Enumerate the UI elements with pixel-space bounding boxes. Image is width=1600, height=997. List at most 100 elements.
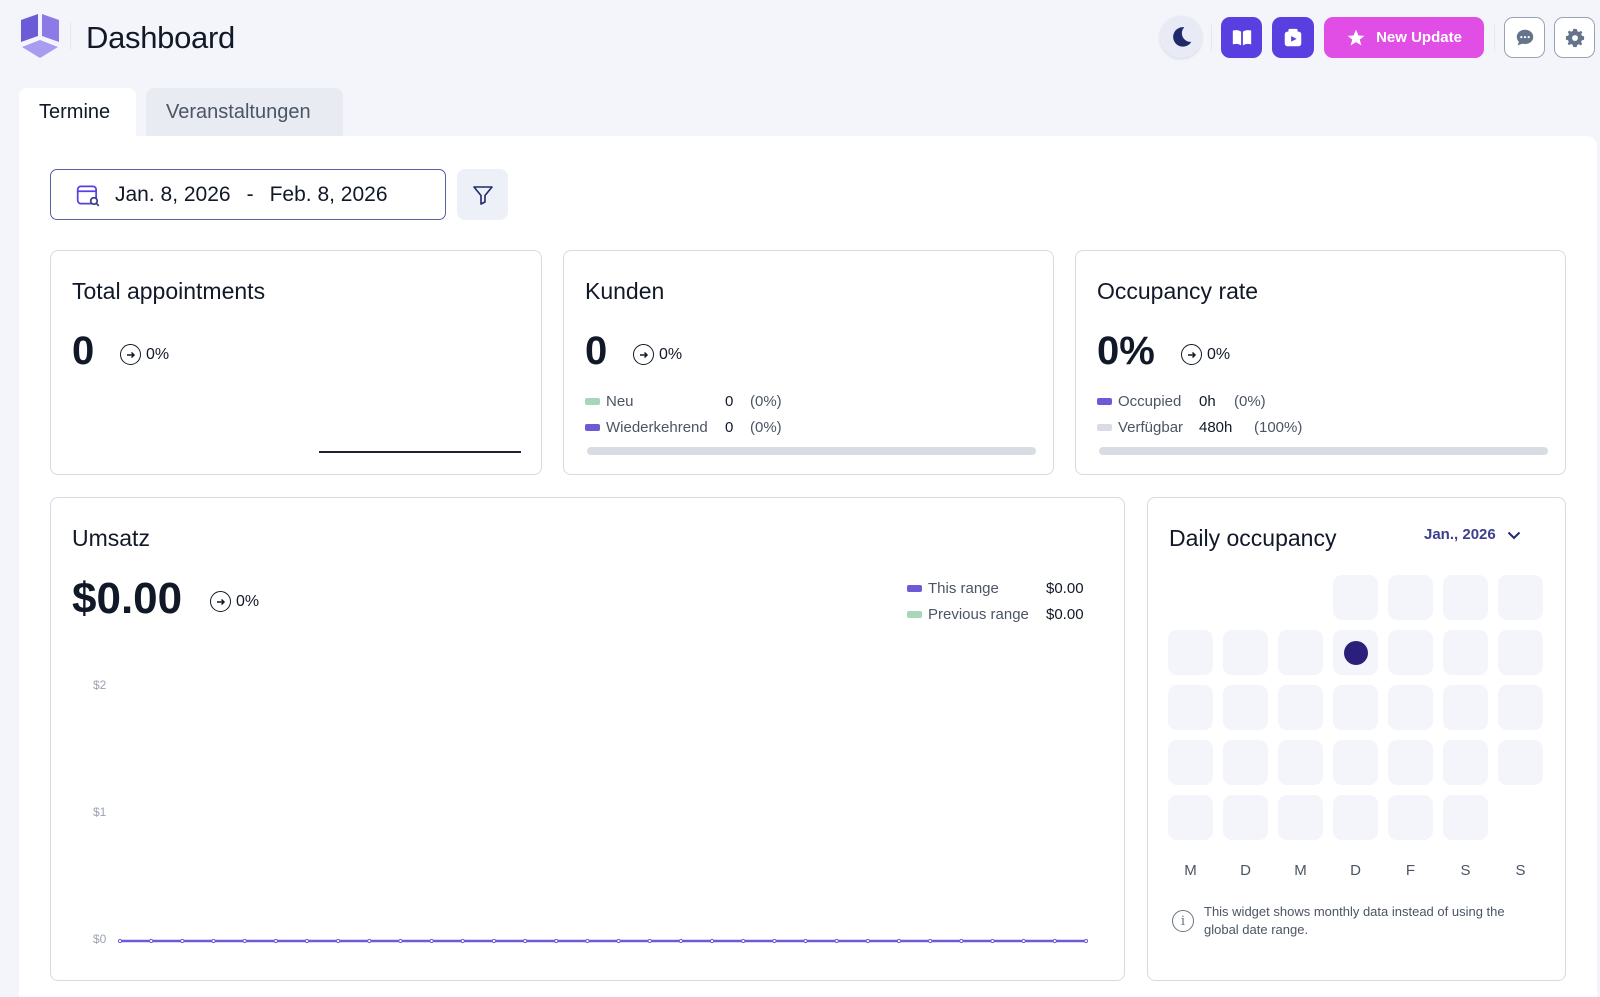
calendar-day-cell[interactable]: [1333, 685, 1378, 730]
calendar-day-cell[interactable]: [1223, 630, 1268, 675]
revenue-data-point[interactable]: [180, 938, 185, 944]
sparkle-star-icon: [1347, 29, 1365, 45]
arrow-right-circle-icon: [1181, 344, 1202, 365]
revenue-data-point[interactable]: [959, 938, 964, 944]
app-logo-icon[interactable]: [18, 14, 62, 60]
calendar-day-cell[interactable]: [1443, 740, 1488, 785]
header-divider: [70, 22, 71, 50]
legend-percent: (100%): [1254, 419, 1303, 436]
calendar-day-cell[interactable]: [1333, 795, 1378, 840]
calendar-day-cell[interactable]: [1278, 685, 1323, 730]
calendar-day-cell[interactable]: [1388, 630, 1433, 675]
y-tick-label: $2: [93, 678, 107, 692]
calendar-day-cell[interactable]: [1443, 795, 1488, 840]
revenue-data-point[interactable]: [896, 938, 902, 944]
revenue-data-point[interactable]: [304, 938, 310, 944]
calendar-day-cell[interactable]: [1333, 630, 1378, 675]
legend-percent: (0%): [1234, 393, 1266, 410]
calendar-day-cell[interactable]: [1223, 685, 1268, 730]
legend-value: $0.00: [1046, 606, 1084, 623]
calendar-day-cell[interactable]: [1278, 795, 1323, 840]
revenue-data-point[interactable]: [1052, 938, 1057, 944]
month-label: Jan., 2026: [1424, 526, 1496, 543]
revenue-data-point[interactable]: [429, 938, 434, 944]
calendar-day-cell[interactable]: [1388, 795, 1433, 840]
calendar-day-cell[interactable]: [1443, 575, 1488, 620]
revenue-data-point[interactable]: [709, 938, 715, 944]
kunden-value: 0: [585, 329, 608, 373]
book-icon: [1232, 29, 1251, 45]
calendar-day-cell[interactable]: [1223, 795, 1268, 840]
calendar-day-cell[interactable]: [1333, 575, 1378, 620]
calendar-day-cell[interactable]: [1388, 685, 1433, 730]
legend-occupied: Occupied: [1097, 393, 1181, 410]
revenue-data-point[interactable]: [460, 938, 465, 944]
calendar-day-cell[interactable]: [1168, 795, 1213, 840]
revenue-data-point[interactable]: [117, 938, 123, 944]
revenue-data-point[interactable]: [928, 938, 933, 944]
calendar-day-cell[interactable]: [1278, 740, 1323, 785]
revenue-data-point[interactable]: [211, 938, 216, 944]
theme-toggle-button[interactable]: [1160, 16, 1202, 58]
revenue-data-point[interactable]: [242, 938, 247, 944]
revenue-data-point[interactable]: [865, 938, 870, 944]
revenue-data-point[interactable]: [741, 938, 746, 944]
today-marker: [1343, 640, 1368, 665]
card-title: Occupancy rate: [1097, 278, 1259, 304]
revenue-data-point[interactable]: [585, 938, 590, 944]
revenue-data-point[interactable]: [678, 938, 684, 944]
revenue-data-point[interactable]: [772, 938, 777, 944]
calendar-day-cell[interactable]: [1388, 740, 1433, 785]
calendar-day-cell[interactable]: [1498, 575, 1543, 620]
weekday-label: F: [1405, 862, 1416, 879]
calendar-day-cell[interactable]: [1443, 630, 1488, 675]
calendar-day-cell[interactable]: [1333, 740, 1378, 785]
calendar-day-cell[interactable]: [1498, 630, 1543, 675]
revenue-data-point[interactable]: [273, 938, 278, 944]
trend-indicator: 0%: [1181, 344, 1230, 365]
kunden-card: Kunden 0 0% Neu 0 (0%) Wiederkehrend 0 (…: [563, 250, 1054, 475]
revenue-data-point[interactable]: [149, 938, 154, 944]
new-update-button[interactable]: New Update: [1324, 17, 1484, 58]
calendar-day-cell[interactable]: [1388, 575, 1433, 620]
revenue-data-point[interactable]: [834, 938, 839, 944]
revenue-data-point[interactable]: [522, 938, 528, 944]
trend-value: 0%: [659, 345, 683, 363]
settings-button[interactable]: [1554, 17, 1595, 58]
calendar-day-cell[interactable]: [1443, 685, 1488, 730]
legend-value: 0: [725, 419, 734, 436]
revenue-data-point[interactable]: [647, 938, 652, 944]
tab-termine[interactable]: Termine: [19, 88, 136, 136]
date-range-picker[interactable]: Jan. 8, 2026 - Feb. 8, 2026: [50, 169, 446, 220]
revenue-data-point[interactable]: [1021, 938, 1026, 944]
legend-neu: Neu: [585, 393, 634, 410]
revenue-data-point[interactable]: [1083, 938, 1089, 944]
calendar-day-cell[interactable]: [1168, 740, 1213, 785]
calendar-day-cell[interactable]: [1168, 630, 1213, 675]
legend-swatch: [585, 424, 600, 431]
tab-veranstaltungen[interactable]: Veranstaltungen: [146, 88, 343, 136]
revenue-data-point[interactable]: [803, 938, 808, 944]
legend-label: Neu: [606, 393, 634, 410]
revenue-data-point[interactable]: [554, 938, 559, 944]
card-title: Daily occupancy: [1169, 525, 1337, 551]
calendar-day-cell[interactable]: [1223, 740, 1268, 785]
revenue-data-point[interactable]: [398, 938, 403, 944]
trend-value: 0%: [236, 592, 260, 610]
revenue-data-point[interactable]: [336, 938, 341, 944]
revenue-data-point[interactable]: [491, 938, 497, 944]
legend-this-range: This range: [907, 580, 999, 597]
calendar-day-cell[interactable]: [1278, 630, 1323, 675]
calendar-day-cell[interactable]: [1498, 740, 1543, 785]
booking-page-button[interactable]: [1272, 17, 1314, 58]
chat-button[interactable]: [1504, 17, 1545, 58]
month-selector[interactable]: Jan., 2026: [1424, 526, 1522, 543]
revenue-data-point[interactable]: [616, 938, 621, 944]
calendar-day-cell[interactable]: [1168, 685, 1213, 730]
filter-button[interactable]: [457, 169, 508, 220]
docs-button[interactable]: [1221, 17, 1262, 58]
revenue-data-point[interactable]: [367, 938, 372, 944]
revenue-data-point[interactable]: [990, 938, 995, 944]
calendar-day-cell[interactable]: [1498, 685, 1543, 730]
arrow-right-circle-icon: [210, 591, 231, 612]
